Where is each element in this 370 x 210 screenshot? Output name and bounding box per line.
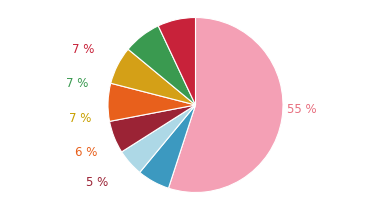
Text: 7 %: 7 %: [72, 43, 95, 56]
Text: 7 %: 7 %: [69, 113, 91, 126]
Wedge shape: [158, 17, 195, 105]
Wedge shape: [110, 105, 195, 152]
Text: 7 %: 7 %: [66, 77, 88, 90]
Wedge shape: [122, 105, 195, 172]
Wedge shape: [128, 26, 195, 105]
Wedge shape: [108, 83, 195, 121]
Wedge shape: [168, 17, 283, 193]
Text: 5 %: 5 %: [86, 176, 109, 189]
Text: 6 %: 6 %: [75, 146, 97, 159]
Wedge shape: [140, 105, 195, 188]
Wedge shape: [111, 49, 195, 105]
Text: 55 %: 55 %: [287, 103, 317, 116]
